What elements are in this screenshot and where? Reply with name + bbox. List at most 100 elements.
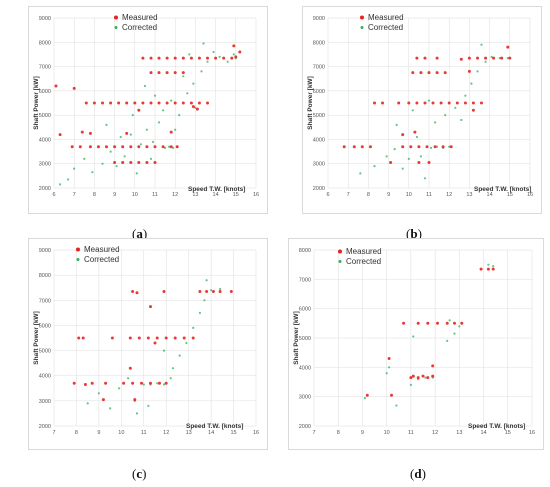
corrected-point (373, 165, 376, 168)
corrected-point (212, 50, 215, 54)
corrected-point (385, 155, 388, 158)
measured-point (133, 398, 137, 402)
measured-point (445, 321, 449, 325)
measured-point (182, 336, 186, 340)
corrected-point (164, 146, 167, 149)
measured-point (131, 290, 135, 293)
x-tick-label: 14 (480, 430, 486, 436)
y-tick-label: 6000 (299, 307, 311, 313)
measured-point (161, 145, 165, 149)
corrected-point (105, 123, 108, 126)
chart-frame (28, 238, 268, 450)
x-tick-label: 13 (456, 430, 462, 436)
measured-point (137, 336, 141, 340)
corrected-point (448, 145, 451, 148)
measured-point (88, 131, 92, 135)
y-tick-label: 5000 (39, 349, 51, 355)
measured-point (506, 45, 510, 49)
measured-point (389, 161, 393, 164)
y-tick-label: 4000 (313, 137, 325, 143)
corrected-point (162, 109, 165, 112)
measured-point (164, 381, 168, 385)
measured-point (169, 145, 173, 149)
measured-point (471, 101, 475, 105)
measured-point (109, 101, 113, 105)
corrected-point (385, 372, 388, 375)
y-tick-label: 4000 (39, 374, 51, 380)
chart-panel-b: 2000 3000 4000 5000 6000 7000 8000 9000 6 7 8 9 10 11… (302, 6, 542, 214)
corrected-point (423, 177, 427, 180)
measured-point (140, 381, 143, 385)
corrected-point (407, 157, 410, 160)
corrected-point (156, 382, 159, 385)
measured-point (141, 56, 145, 60)
legend-marker-measured (338, 249, 342, 254)
y-tick-label: 6000 (39, 89, 51, 95)
measured-point (467, 69, 471, 73)
x-tick-label: 6 (52, 192, 55, 198)
measured-point (409, 145, 413, 149)
x-tick-label: 14 (487, 192, 493, 198)
x-tick-label: 13 (466, 192, 472, 198)
measured-point (146, 336, 150, 340)
y-tick-label: 6000 (39, 323, 51, 329)
corrected-point (219, 287, 222, 291)
y-tick-label: 5000 (39, 113, 51, 119)
measured-point (149, 101, 153, 105)
y-axis-label: Shaft Power [kW] (293, 311, 300, 364)
corrected-point (194, 106, 197, 109)
measured-point (90, 381, 94, 385)
measured-point (129, 145, 133, 149)
legend-marker-corrected (338, 260, 342, 263)
corrected-point (151, 140, 155, 143)
measured-point (218, 290, 222, 293)
corrected-point (139, 143, 142, 146)
measured-point (125, 101, 129, 105)
measured-point (181, 101, 185, 105)
measured-point (436, 321, 439, 325)
measured-point (72, 381, 76, 385)
measured-point (145, 145, 149, 149)
corrected-point (436, 145, 439, 148)
measured-point (479, 267, 483, 271)
measured-point (491, 267, 495, 271)
y-tick-label: 8000 (313, 40, 325, 46)
measured-point (175, 145, 179, 149)
y-axis-label: Shaft Power [kW] (307, 76, 314, 129)
measured-point (83, 383, 87, 386)
measured-point (70, 145, 74, 149)
corrected-point (172, 146, 175, 149)
chart-frame (302, 6, 542, 214)
measured-point (78, 145, 82, 149)
measured-point (162, 290, 166, 293)
y-tick-label: 9000 (313, 16, 325, 22)
measured-point (113, 161, 117, 164)
y-axis-label: Shaft Power [kW] (33, 311, 40, 364)
y-tick-label: 5000 (299, 336, 311, 342)
measured-point (232, 44, 236, 48)
corrected-point (67, 178, 70, 181)
measured-point (390, 393, 393, 397)
measured-point (117, 101, 121, 105)
x-tick-label: 8 (367, 192, 370, 198)
corrected-point (409, 383, 412, 386)
measured-point (365, 393, 369, 397)
corrected-point (487, 263, 490, 266)
measured-point (189, 101, 193, 105)
measured-point (153, 341, 157, 345)
measured-point (373, 101, 376, 105)
legend-marker-measured (360, 15, 364, 20)
chart-frame (288, 238, 544, 450)
measured-point (137, 108, 141, 112)
corrected-point (145, 128, 148, 131)
corrected-point (143, 84, 146, 88)
measured-point (149, 71, 153, 75)
measured-point (173, 71, 177, 75)
measured-point (128, 336, 132, 340)
measured-point (401, 133, 405, 137)
measured-point (173, 336, 177, 340)
measured-point (169, 130, 173, 134)
measured-point (443, 71, 447, 75)
measured-point (415, 101, 419, 105)
measured-point (173, 101, 177, 105)
